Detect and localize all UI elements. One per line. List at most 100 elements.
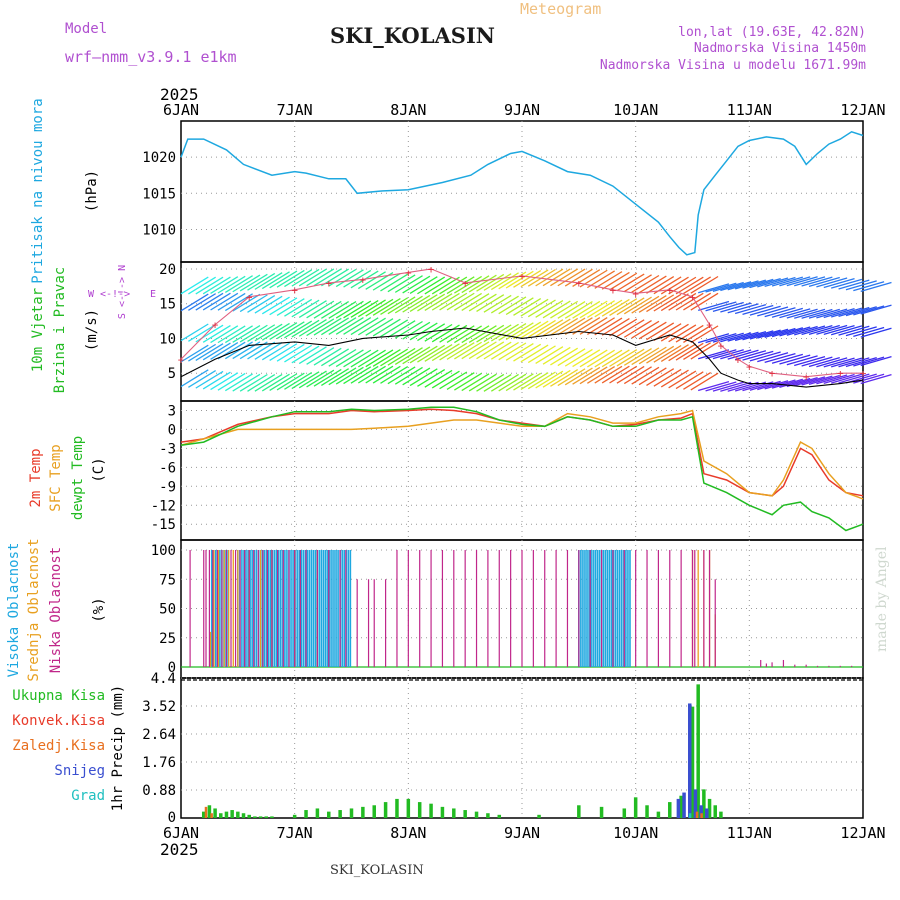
wind-gust-mark: + <box>769 367 776 380</box>
wind-barb <box>794 308 826 319</box>
wind-barb <box>498 342 527 361</box>
wind-barb <box>594 271 623 289</box>
wind-barb <box>254 295 283 314</box>
wind-barb <box>269 297 298 316</box>
wind-barb <box>387 296 416 315</box>
total-precip-bar <box>247 814 251 818</box>
wind-barb <box>572 349 601 368</box>
wind-barb <box>727 303 759 314</box>
wind-barb <box>276 372 305 391</box>
pressure-line <box>180 130 864 256</box>
wind-barb <box>372 348 401 367</box>
wind-barb <box>468 325 497 343</box>
wind-barb <box>298 346 327 365</box>
wind-barb <box>801 356 833 367</box>
cloud-unit: (%) <box>91 597 107 622</box>
wind-barb <box>195 343 224 361</box>
clouds-y-tick: 100 <box>151 543 176 559</box>
wind-barb <box>683 342 712 361</box>
wind-barb <box>771 276 804 287</box>
wind-barb <box>224 275 253 293</box>
temperature-y-tick: -12 <box>151 498 176 514</box>
wind-legend-e: E <box>150 289 156 300</box>
cloud-label-high: Visoka Oblacnost <box>6 543 22 678</box>
wind-barb <box>550 369 579 387</box>
precip-y-tick: 2.64 <box>142 727 176 743</box>
x-tick-bottom: 8JAN <box>390 824 426 842</box>
wind-gust-mark: + <box>718 339 725 352</box>
wind-barb <box>180 293 209 312</box>
wind-barb <box>291 345 320 364</box>
wind-barb <box>328 268 357 287</box>
wind-barb <box>794 276 826 287</box>
clouds-y-tick: 75 <box>159 572 176 588</box>
cloud-label-low: Niska Oblacnost <box>48 547 64 673</box>
wind-barb <box>239 324 268 343</box>
wind-barb <box>749 329 781 340</box>
total-precip-bar <box>213 808 217 818</box>
wind-barb <box>446 342 475 360</box>
wind-barb <box>808 356 840 368</box>
wind-barb <box>343 317 372 335</box>
wind-barb <box>616 365 645 384</box>
wind-barb <box>313 347 342 366</box>
wind-barb <box>683 372 712 390</box>
wind-gust-mark: + <box>178 353 185 366</box>
wind-barb <box>431 370 460 389</box>
wind-barb <box>483 341 512 360</box>
wind-label-2: Brzina i Pravac <box>52 267 68 393</box>
total-precip-bar <box>304 810 308 818</box>
wind-barb <box>490 323 519 342</box>
wind-barb <box>527 371 556 390</box>
wind-barb <box>535 370 564 389</box>
wind-barb <box>387 366 416 385</box>
wind-barb <box>808 276 840 287</box>
wind-barb <box>801 308 833 319</box>
total-precip-bar <box>463 810 467 818</box>
x-tick-bottom: 11JAN <box>727 824 772 842</box>
wind-barb <box>188 343 217 362</box>
wind-gust-mark: + <box>706 319 713 332</box>
wind-barb <box>572 300 601 319</box>
wind-barb <box>601 349 630 368</box>
wind-barb <box>188 293 217 311</box>
wind-barb <box>365 365 394 384</box>
wind-barb <box>727 280 759 291</box>
wind-barb <box>387 320 416 338</box>
wind-barb <box>394 347 423 365</box>
wind-barb <box>180 369 209 388</box>
wind-barb <box>394 366 423 385</box>
wind-barb <box>439 292 468 311</box>
wind-barb <box>461 325 490 344</box>
wind-barb <box>609 298 638 317</box>
clouds-y-tick: 25 <box>159 631 176 647</box>
wind-barb <box>527 299 556 318</box>
wind-barb <box>794 325 826 336</box>
wind-barb <box>454 341 482 360</box>
wind-gust-line <box>180 268 863 378</box>
wind-barb <box>720 349 752 360</box>
wind-barb <box>424 276 453 295</box>
wind-barb <box>601 271 630 290</box>
wind-gust-mark: + <box>746 360 753 373</box>
wind-barb <box>276 343 305 362</box>
wind-barbs-group <box>180 268 892 392</box>
wind-barb <box>468 274 497 293</box>
wind-barb <box>609 318 638 337</box>
wind-barb <box>328 317 357 335</box>
wind-barb <box>328 367 357 386</box>
wind-barb <box>276 298 305 317</box>
wind-barb <box>675 342 704 361</box>
wind-barb <box>335 269 364 288</box>
wind-gust-mark: + <box>405 266 412 279</box>
wind-barb <box>653 293 682 312</box>
total-precip-bar <box>253 816 257 818</box>
total-precip-bar <box>201 811 206 818</box>
wind-barb <box>698 381 730 392</box>
total-precip-bar <box>656 811 661 818</box>
wind-barb <box>357 317 386 336</box>
wind-barb <box>195 276 224 295</box>
wind-barb <box>771 378 804 389</box>
wind-y-tick: 20 <box>159 262 176 278</box>
wind-barb <box>188 276 217 295</box>
